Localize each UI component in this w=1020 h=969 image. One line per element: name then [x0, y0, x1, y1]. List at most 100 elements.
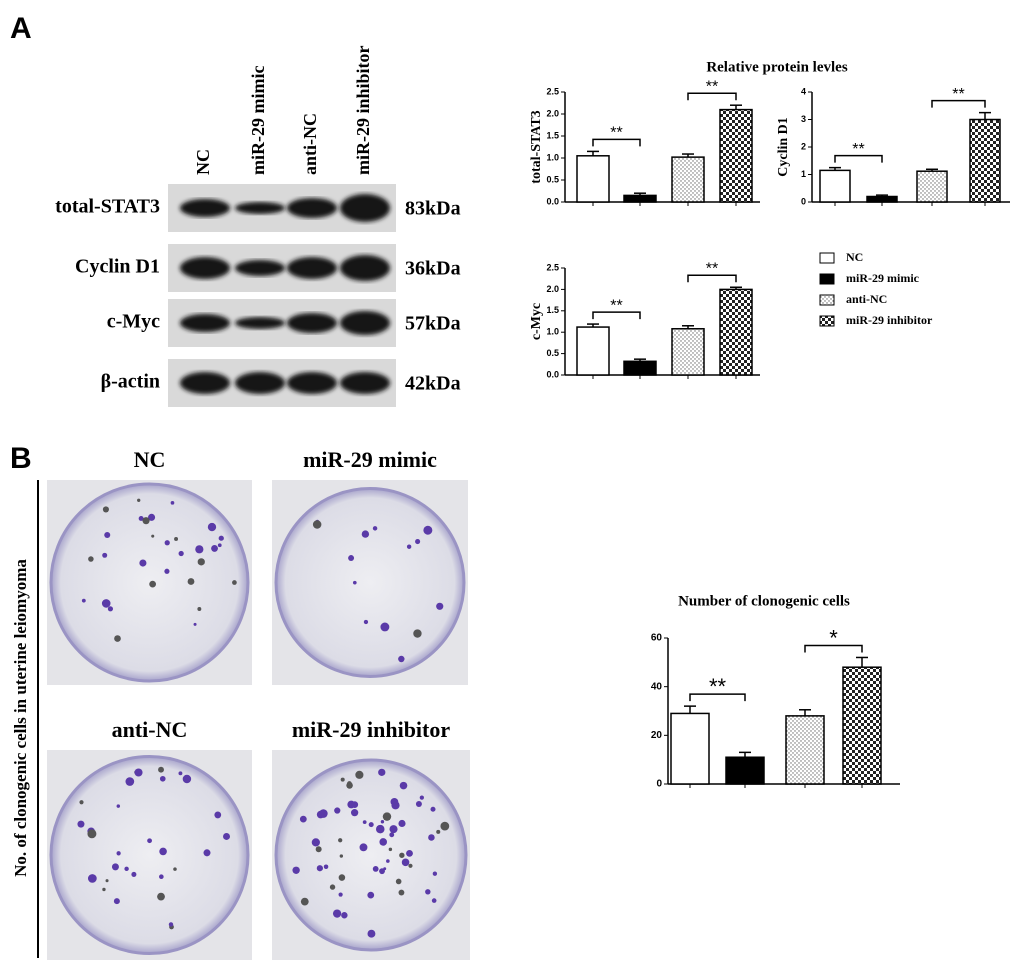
panel-label: B	[10, 442, 32, 475]
colony	[395, 878, 402, 885]
protein-label: total-STAT3	[55, 196, 160, 218]
bar	[785, 715, 825, 785]
colony	[338, 874, 346, 881]
colony	[173, 867, 177, 871]
colony	[334, 807, 341, 814]
bar	[623, 360, 657, 376]
legend-label: miR-29 inhibitor	[846, 313, 933, 327]
colony	[338, 892, 343, 897]
colony	[203, 849, 211, 857]
colony	[399, 852, 405, 858]
legend-swatch	[819, 273, 835, 285]
y-tick-label: 1.5	[546, 305, 559, 315]
colony	[428, 834, 435, 841]
colony	[436, 829, 441, 834]
significance-bracket	[931, 99, 986, 108]
colony	[134, 768, 143, 777]
colony	[312, 520, 322, 529]
bar	[916, 170, 948, 203]
colony	[223, 832, 230, 840]
significance-bracket	[592, 311, 641, 320]
colony	[102, 552, 108, 558]
bar	[671, 328, 705, 376]
colony	[137, 498, 141, 502]
bar	[725, 756, 765, 785]
y-tick-label: 1.0	[546, 152, 559, 162]
band	[287, 313, 337, 333]
y-tick-label: 0	[656, 779, 662, 790]
colony	[339, 854, 344, 858]
colony	[178, 771, 183, 776]
colony	[338, 838, 343, 843]
colony	[415, 539, 421, 545]
colony	[362, 820, 367, 825]
bar	[576, 326, 610, 376]
colony	[101, 599, 111, 608]
dish	[49, 482, 250, 683]
colony	[415, 800, 422, 807]
significance-bracket	[834, 154, 883, 163]
band	[235, 372, 285, 394]
band	[340, 255, 390, 281]
colony	[114, 635, 121, 642]
band	[180, 199, 230, 217]
colony	[406, 849, 413, 857]
colony	[382, 812, 392, 821]
y-tick-label: 0	[801, 196, 806, 206]
colony	[131, 871, 137, 877]
colony	[125, 777, 135, 786]
colony	[388, 847, 393, 852]
significance-bracket	[592, 138, 641, 147]
plate-label: NC	[134, 447, 166, 472]
bar	[866, 195, 898, 203]
y-axis-label: c-Myc	[529, 303, 544, 340]
band	[180, 372, 230, 394]
bar	[671, 156, 705, 203]
colony	[332, 909, 342, 918]
colony	[300, 897, 309, 906]
colony	[159, 847, 167, 856]
size-label: 36kDa	[405, 258, 461, 280]
colony	[341, 912, 348, 919]
band	[180, 257, 230, 279]
colony	[105, 879, 109, 883]
colony	[77, 820, 85, 828]
y-tick-label: 2.5	[546, 262, 559, 272]
band	[287, 257, 337, 279]
colony	[138, 515, 144, 521]
y-tick-label: 0.0	[546, 196, 559, 206]
colony	[187, 578, 195, 585]
colony	[367, 891, 375, 899]
size-label: 57kDa	[405, 313, 461, 335]
colony	[178, 550, 184, 557]
colony	[104, 531, 111, 538]
colony	[329, 884, 336, 890]
y-tick-label: 20	[651, 730, 663, 741]
y-tick-label: 2.0	[546, 108, 559, 118]
colony	[211, 544, 218, 552]
colony	[217, 543, 222, 548]
bar	[670, 712, 710, 785]
chart-title: Relative protein levles	[706, 59, 848, 75]
bar	[623, 194, 657, 203]
colony	[389, 825, 398, 834]
colony	[197, 558, 205, 566]
colony	[425, 889, 431, 895]
y-tick-label: 3	[801, 114, 806, 124]
plate-label: anti-NC	[112, 717, 188, 742]
y-tick-label: 60	[651, 633, 663, 644]
colony	[116, 851, 121, 856]
colony	[368, 822, 374, 828]
y-tick-label: 40	[651, 681, 663, 692]
significance-label: **	[952, 86, 964, 103]
colony	[232, 580, 237, 585]
colony	[316, 810, 325, 819]
significance-label: *	[829, 625, 838, 650]
colony	[116, 804, 121, 808]
colony	[124, 866, 129, 872]
colony	[380, 820, 385, 824]
legend-label: miR-29 mimic	[846, 271, 920, 285]
colony	[151, 534, 155, 538]
size-label: 42kDa	[405, 373, 461, 395]
colony	[299, 815, 307, 823]
